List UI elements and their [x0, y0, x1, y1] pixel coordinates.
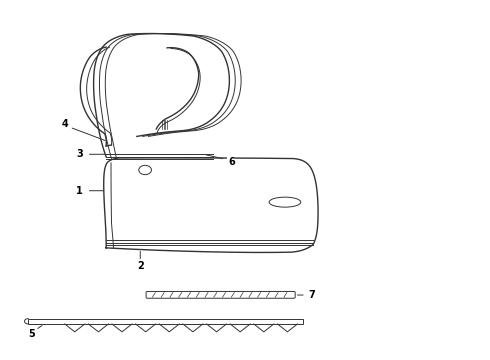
Text: 2: 2 — [137, 261, 144, 271]
Text: 3: 3 — [76, 149, 83, 159]
Circle shape — [139, 165, 151, 175]
Text: 5: 5 — [28, 329, 35, 339]
Text: 6: 6 — [228, 157, 235, 167]
FancyBboxPatch shape — [146, 292, 295, 298]
Polygon shape — [104, 158, 318, 252]
Text: 1: 1 — [76, 186, 83, 196]
Bar — [28, 319, 303, 324]
Text: 7: 7 — [308, 290, 315, 300]
Ellipse shape — [269, 197, 301, 207]
Text: 4: 4 — [61, 118, 68, 129]
